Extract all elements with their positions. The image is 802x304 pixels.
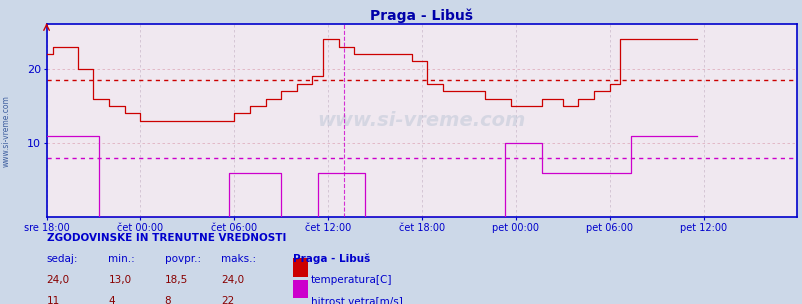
Text: temperatura[C]: temperatura[C]: [310, 275, 391, 285]
Title: Praga - Libuš: Praga - Libuš: [370, 9, 473, 23]
Text: povpr.:: povpr.:: [164, 254, 200, 264]
Text: maks.:: maks.:: [221, 254, 256, 264]
Text: Praga - Libuš: Praga - Libuš: [293, 254, 370, 264]
Text: 18,5: 18,5: [164, 275, 188, 285]
Text: 8: 8: [164, 296, 171, 304]
Text: min.:: min.:: [108, 254, 135, 264]
Text: sedaj:: sedaj:: [47, 254, 78, 264]
Text: www.si-vreme.com: www.si-vreme.com: [2, 95, 11, 167]
Text: www.si-vreme.com: www.si-vreme.com: [318, 111, 525, 130]
Text: 11: 11: [47, 296, 60, 304]
Text: ZGODOVINSKE IN TRENUTNE VREDNOSTI: ZGODOVINSKE IN TRENUTNE VREDNOSTI: [47, 233, 286, 243]
Text: 13,0: 13,0: [108, 275, 132, 285]
Text: 24,0: 24,0: [221, 275, 244, 285]
Text: 4: 4: [108, 296, 115, 304]
Text: 22: 22: [221, 296, 234, 304]
Text: hitrost vetra[m/s]: hitrost vetra[m/s]: [310, 296, 402, 304]
Text: 24,0: 24,0: [47, 275, 70, 285]
